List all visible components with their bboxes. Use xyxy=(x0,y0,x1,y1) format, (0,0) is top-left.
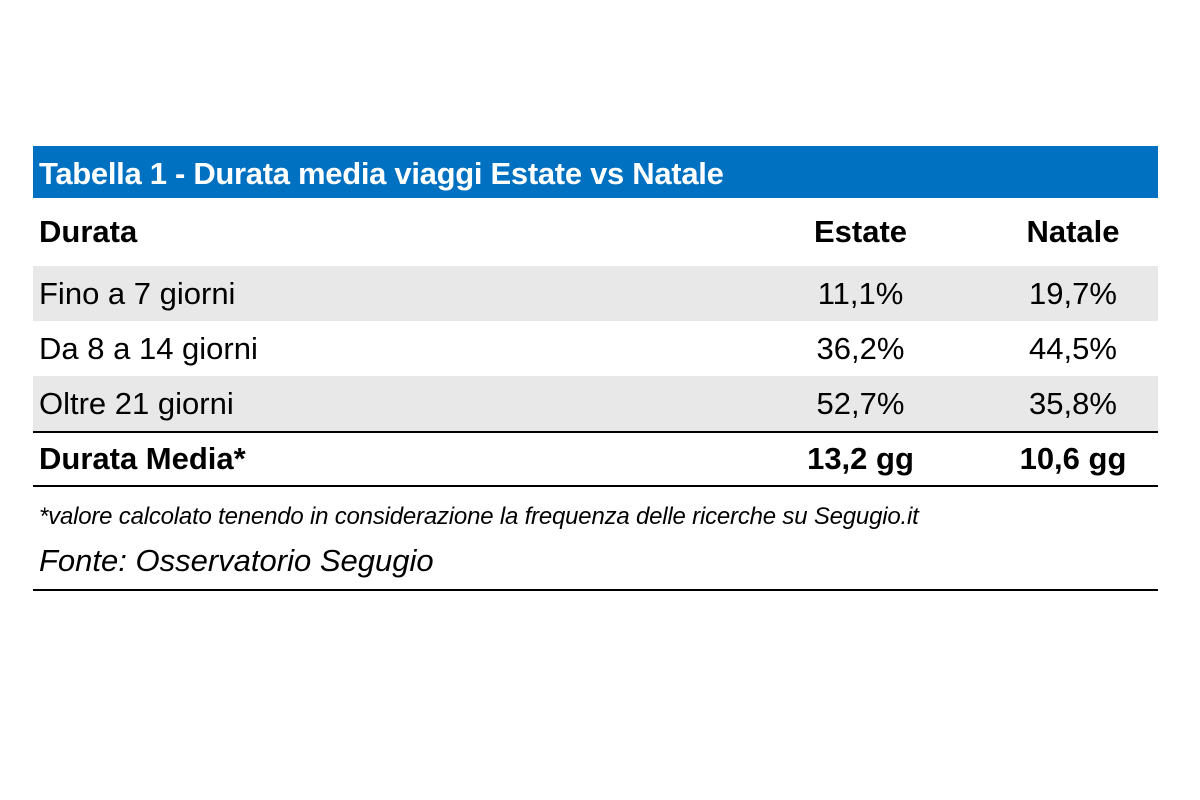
total-estate-value: 13,2 gg xyxy=(807,441,914,476)
total-row: Durata Media* 13,2 gg 10,6 gg xyxy=(33,431,1158,487)
table-header-row: Durata Estate Natale xyxy=(33,198,1158,266)
total-natale-value: 10,6 gg xyxy=(1019,441,1127,476)
header-estate: Estate xyxy=(813,214,908,249)
row-label: Fino a 7 giorni xyxy=(39,275,236,311)
row-estate-value: 36,2% xyxy=(816,330,905,366)
row-natale-value: 35,8% xyxy=(1029,385,1117,421)
row-label: Oltre 21 giorni xyxy=(39,385,234,421)
total-values: 13,2 gg 10,6 gg xyxy=(713,441,1158,477)
table-row: Oltre 21 giorni 52,7% 35,8% xyxy=(33,376,1158,431)
table-source: Fonte: Osservatorio Segugio xyxy=(33,543,1158,591)
row-values: 36,2% 44,5% xyxy=(713,331,1158,367)
table-footnote: *valore calcolato tenendo in considerazi… xyxy=(39,503,919,530)
table-row: Fino a 7 giorni 11,1% 19,7% xyxy=(33,266,1158,321)
header-durata: Durata xyxy=(39,214,138,249)
row-values: 52,7% 35,8% xyxy=(713,386,1158,422)
table-row: Da 8 a 14 giorni 36,2% 44,5% xyxy=(33,321,1158,376)
header-natale: Natale xyxy=(1026,214,1120,249)
row-natale-value: 44,5% xyxy=(1029,330,1117,366)
row-label: Da 8 a 14 giorni xyxy=(39,330,258,366)
row-estate-value: 11,1% xyxy=(817,275,904,311)
row-natale-value: 19,7% xyxy=(1029,275,1117,311)
row-values: 11,1% 19,7% xyxy=(713,276,1158,312)
header-values: Estate Natale xyxy=(713,214,1158,250)
row-estate-value: 52,7% xyxy=(816,385,905,421)
table-title: Tabella 1 - Durata media viaggi Estate v… xyxy=(33,146,1158,198)
total-label: Durata Media* xyxy=(39,441,246,476)
duration-table: Tabella 1 - Durata media viaggi Estate v… xyxy=(33,146,1158,591)
